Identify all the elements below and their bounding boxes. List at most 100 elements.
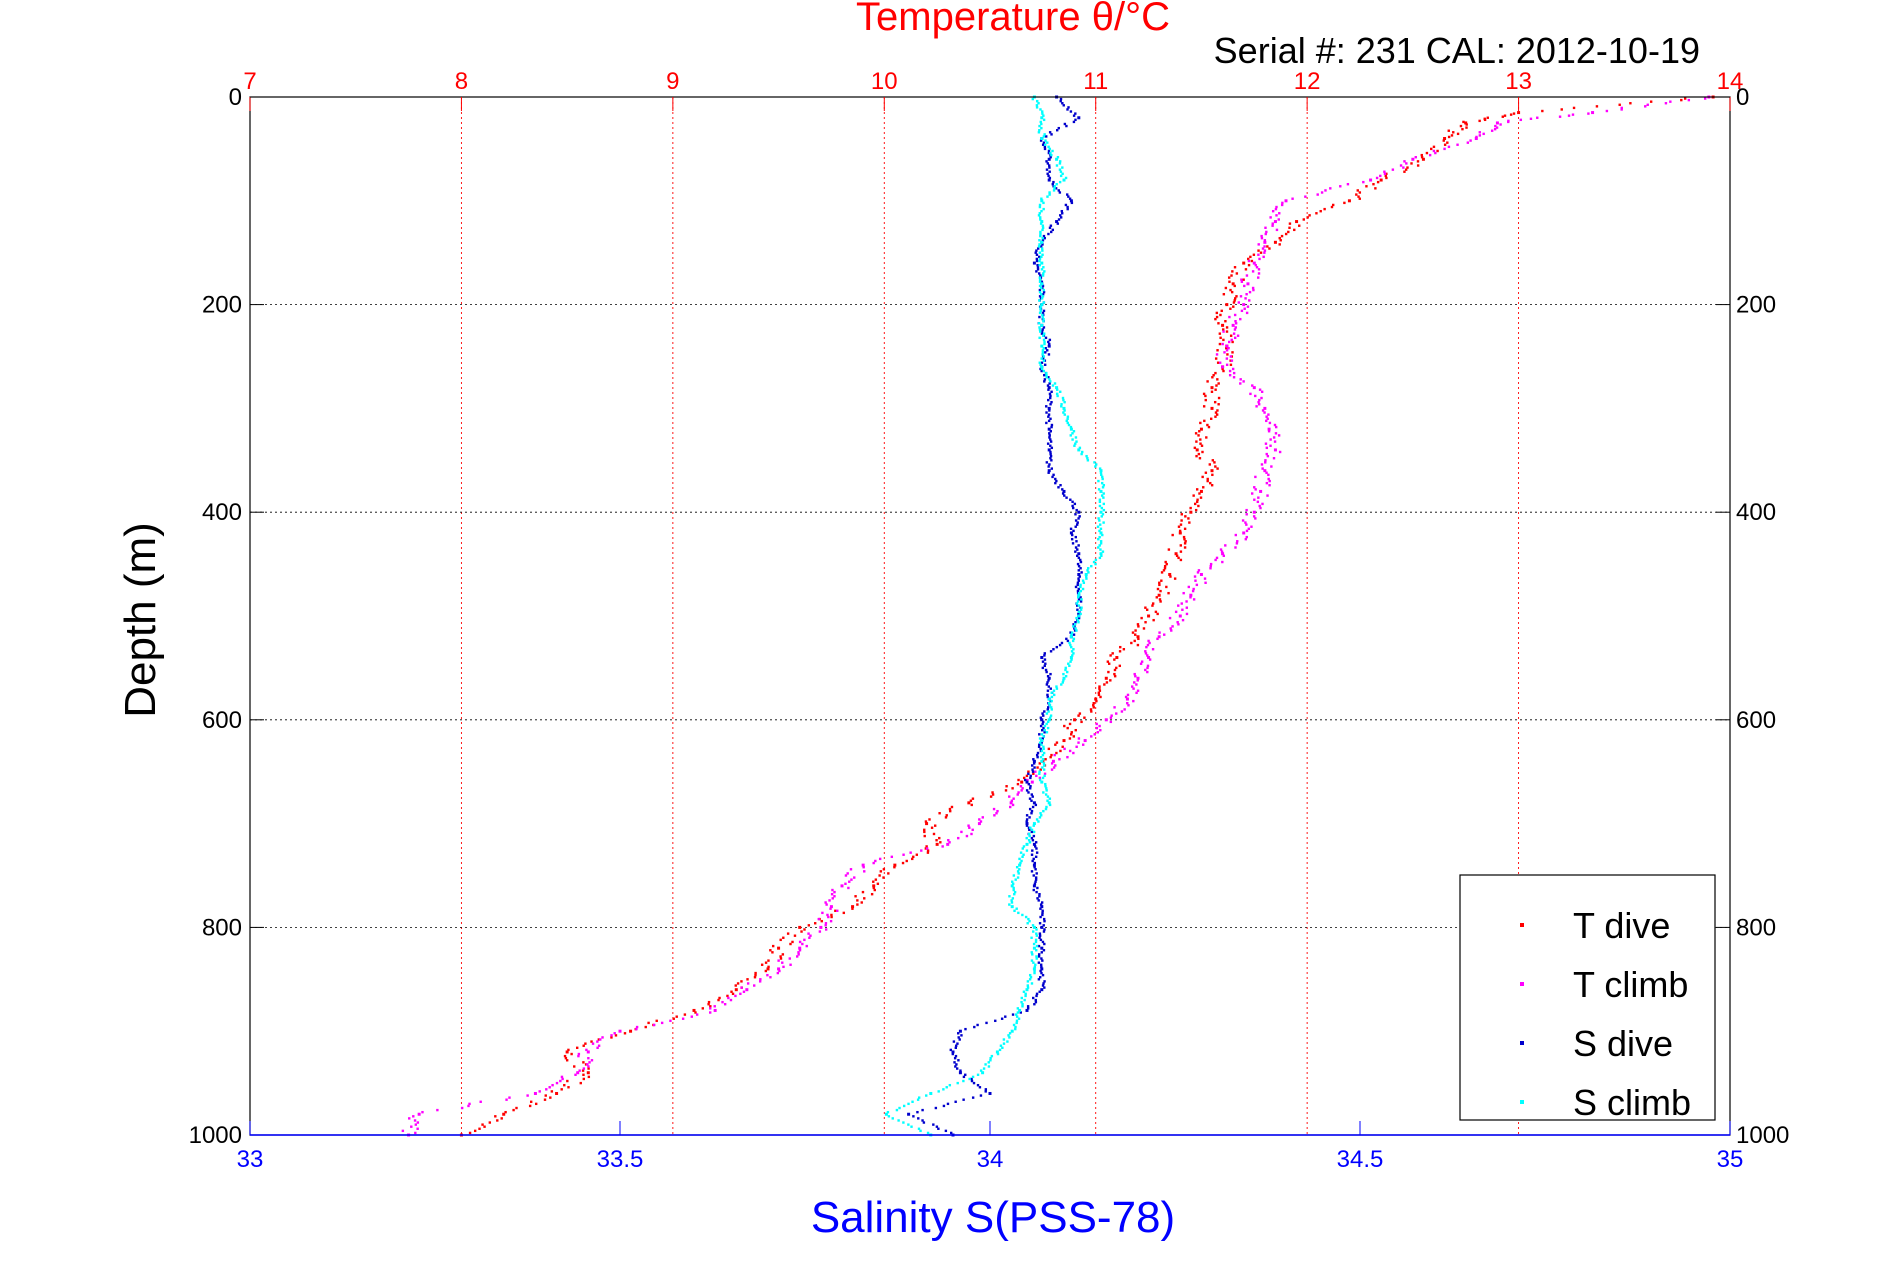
data-point-interp (1225, 326, 1229, 329)
data-point-interp (1076, 554, 1079, 557)
data-point-interp (1644, 105, 1647, 108)
data-point-interp (1043, 373, 1046, 377)
data-point-interp (1044, 351, 1047, 354)
data-point-interp (1410, 162, 1413, 165)
data-point-interp (1209, 562, 1213, 566)
data-point-interp (1054, 477, 1057, 481)
data-point-interp (1050, 762, 1054, 765)
data-point-interp (1085, 454, 1088, 458)
data-point-interp (1486, 116, 1489, 119)
depth-tick-label-left: 1000 (189, 1122, 242, 1149)
temperature-tick-label: 7 (243, 68, 256, 95)
legend-label: T climb (1573, 964, 1688, 1005)
data-point-interp (1049, 755, 1052, 759)
data-point-interp (727, 996, 730, 1000)
data-point-interp (549, 1096, 552, 1099)
data-point-interp (956, 1042, 959, 1045)
data-point-interp (1268, 479, 1271, 483)
data-point-interp (1045, 405, 1048, 408)
data-point-interp (1265, 446, 1269, 450)
data-point-interp (1039, 108, 1042, 111)
data-point (1104, 718, 1108, 722)
data-point-interp (1278, 450, 1282, 454)
data-point-interp (1048, 803, 1052, 807)
data-point-interp (1015, 907, 1018, 910)
data-point-interp (925, 847, 929, 850)
data-point-interp (1099, 548, 1102, 551)
data-point-interp (1068, 749, 1072, 753)
data-point-interp (886, 1110, 890, 1114)
depth-tick-label-right: 200 (1736, 292, 1776, 319)
data-point-interp (932, 832, 936, 836)
data-point-interp (1456, 143, 1459, 146)
data-point-interp (1015, 1021, 1018, 1025)
data-point-interp (1097, 488, 1101, 491)
salinity-tick-label: 33 (237, 1146, 264, 1173)
data-point-interp (1061, 745, 1064, 748)
data-point (1018, 863, 1022, 867)
data-point-interp (1047, 353, 1051, 356)
data-point-interp (1039, 903, 1043, 906)
data-point-interp (1040, 951, 1043, 954)
data-point-interp (973, 1025, 976, 1029)
data-point-interp (1262, 255, 1265, 259)
data-point-interp (1025, 824, 1029, 827)
data-point (1040, 967, 1044, 971)
data-point-interp (1080, 606, 1083, 609)
data-point-interp (1029, 776, 1032, 780)
data-point-interp (1245, 311, 1249, 315)
data-point-interp (1049, 151, 1052, 155)
data-point-interp (967, 824, 970, 827)
data-point-interp (1040, 126, 1043, 130)
data-point (1040, 303, 1044, 307)
data-point-interp (1087, 571, 1090, 574)
data-point-interp (1047, 151, 1051, 155)
data-point-interp (1343, 201, 1346, 205)
data-point-interp (529, 1100, 533, 1103)
data-point-interp (1263, 249, 1267, 252)
data-point-interp (1264, 226, 1267, 229)
data-point-interp (1026, 1007, 1030, 1010)
data-point-interp (1039, 330, 1042, 333)
data-point-interp (1079, 596, 1082, 599)
data-point-interp (1264, 442, 1268, 445)
data-point-interp (1100, 494, 1104, 497)
data-point-interp (1025, 774, 1029, 778)
data-point-interp (1048, 432, 1051, 435)
data-point (1231, 282, 1235, 286)
data-point-interp (610, 1036, 613, 1039)
data-point-interp (1018, 857, 1021, 861)
data-point-interp (1111, 652, 1114, 655)
data-point-interp (1137, 625, 1140, 628)
data-point-interp (1246, 305, 1250, 308)
data-point-interp (1231, 340, 1234, 344)
data-point-interp (1215, 556, 1219, 560)
data-point-interp (1194, 579, 1197, 582)
data-point (1284, 199, 1288, 203)
data-point-interp (544, 1094, 547, 1097)
data-point-interp (1031, 768, 1034, 771)
data-point-interp (1509, 113, 1513, 116)
data-point-interp (959, 1069, 962, 1072)
data-point-interp (1209, 567, 1212, 570)
data-point-interp (1100, 481, 1104, 485)
data-point-interp (1034, 855, 1038, 859)
data-point-interp (1049, 452, 1052, 456)
data-point-interp (690, 1015, 693, 1018)
data-point-interp (565, 1059, 569, 1062)
data-point-interp (1076, 600, 1080, 603)
data-point (798, 946, 802, 950)
data-point-interp (1079, 585, 1082, 589)
data-point-interp (1062, 679, 1065, 682)
data-point-interp (1098, 689, 1102, 692)
data-point-interp (1071, 500, 1074, 504)
legend-box (1459, 874, 1716, 1121)
data-point-interp (1293, 228, 1296, 232)
data-point-interp (1069, 631, 1072, 634)
data-point (1273, 448, 1277, 452)
data-point-interp (1461, 127, 1464, 131)
data-point-interp (515, 1106, 518, 1110)
data-point-interp (1045, 461, 1049, 464)
data-point-interp (1036, 751, 1040, 755)
data-point-interp (1050, 423, 1054, 427)
